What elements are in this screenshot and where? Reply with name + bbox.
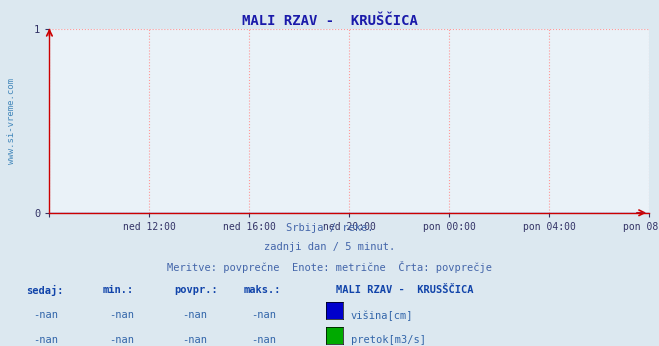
Text: -nan: -nan — [34, 335, 59, 345]
Text: www.si-vreme.com: www.si-vreme.com — [7, 78, 16, 164]
Text: min.:: min.: — [102, 285, 133, 295]
Text: Meritve: povprečne  Enote: metrične  Črta: povprečje: Meritve: povprečne Enote: metrične Črta:… — [167, 261, 492, 273]
Text: višina[cm]: višina[cm] — [351, 310, 413, 321]
Text: maks.:: maks.: — [244, 285, 281, 295]
Text: -nan: -nan — [34, 310, 59, 320]
Text: Srbija / reke.: Srbija / reke. — [286, 223, 373, 233]
Text: -nan: -nan — [251, 310, 276, 320]
Text: -nan: -nan — [182, 310, 207, 320]
Text: MALI RZAV -  KRUŠČICA: MALI RZAV - KRUŠČICA — [242, 14, 417, 28]
Text: -nan: -nan — [182, 335, 207, 345]
Text: pretok[m3/s]: pretok[m3/s] — [351, 335, 426, 345]
Text: MALI RZAV -  KRUSŠČICA: MALI RZAV - KRUSŠČICA — [336, 285, 474, 295]
Text: sedaj:: sedaj: — [26, 285, 64, 297]
Text: povpr.:: povpr.: — [175, 285, 218, 295]
Text: -nan: -nan — [109, 335, 134, 345]
Text: -nan: -nan — [109, 310, 134, 320]
Text: zadnji dan / 5 minut.: zadnji dan / 5 minut. — [264, 242, 395, 252]
Text: -nan: -nan — [251, 335, 276, 345]
